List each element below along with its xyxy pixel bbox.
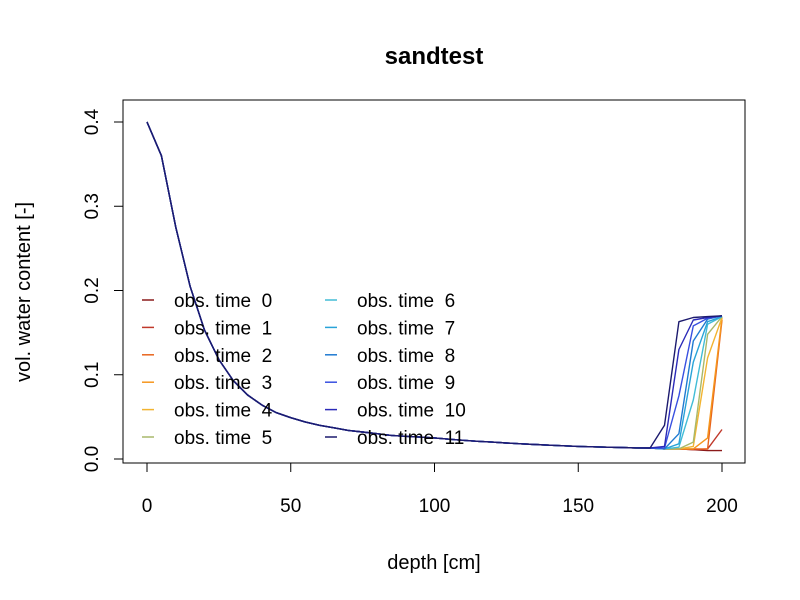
series-line	[146, 121, 723, 449]
y-tick-label: 0.3	[82, 193, 103, 219]
x-tick-label: 100	[419, 496, 451, 517]
y-tick-label: 0.0	[82, 446, 103, 472]
y-tick-label: 0.2	[82, 277, 103, 303]
series-lines	[146, 121, 723, 452]
y-tick-label: 0.1	[82, 362, 103, 388]
legend-label: obs. time 5	[174, 428, 272, 449]
y-axis-label: vol. water content [-]	[13, 202, 35, 382]
legend-label: obs. time 8	[357, 346, 455, 367]
x-tick-label: 0	[142, 496, 153, 517]
x-tick-label: 200	[706, 496, 738, 517]
legend-label: obs. time 10	[357, 401, 466, 422]
legend-label: obs. time 2	[174, 346, 272, 367]
x-tick-label: 150	[562, 496, 594, 517]
series-line	[146, 121, 723, 449]
legend-label: obs. time 0	[174, 291, 272, 312]
x-tick-label: 50	[280, 496, 301, 517]
x-axis-label: depth [cm]	[387, 552, 480, 574]
legend-label: obs. time 9	[357, 373, 455, 394]
y-tick-label: 0.4	[82, 108, 103, 135]
legend-label: obs. time 6	[357, 291, 455, 312]
legend-label: obs. time 11	[357, 428, 464, 449]
legend-label: obs. time 7	[357, 318, 455, 339]
series-line	[146, 121, 723, 449]
legend-label: obs. time 3	[174, 373, 272, 394]
legend-label: obs. time 1	[174, 318, 272, 339]
y-axis: 0.0 0.1 0.2 0.3 0.4	[82, 108, 124, 472]
chart-title: sandtest	[385, 43, 484, 70]
x-axis: 0 50 100 150 200	[142, 462, 738, 517]
legend-label: obs. time 4	[174, 401, 273, 422]
legend: obs. time 0 obs. time 1 obs. time 2 obs. ti…	[142, 291, 466, 449]
